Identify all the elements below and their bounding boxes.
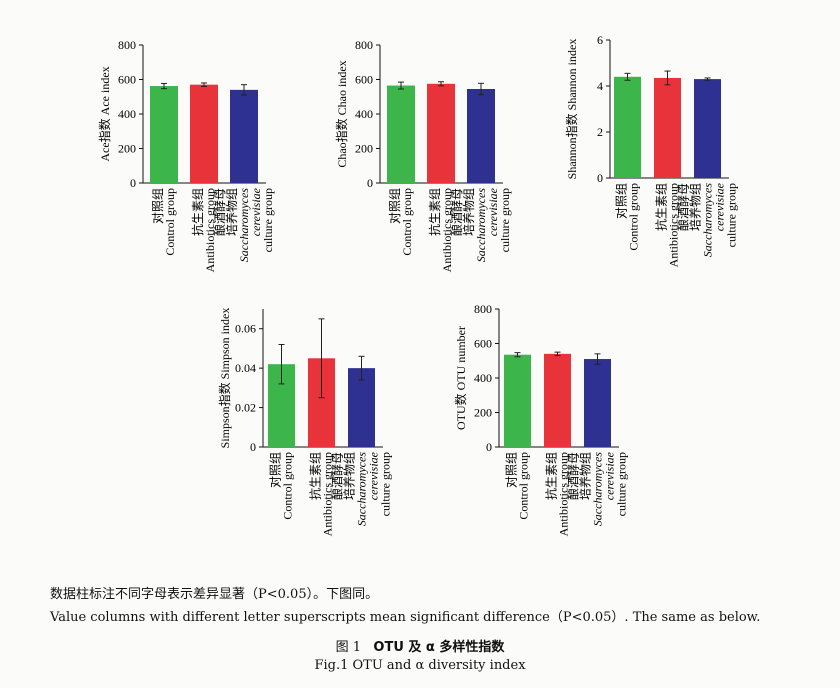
bar [427,83,455,183]
x-tick-label: 抗生素组 [308,452,323,500]
x-tick-label: 培养物组 [461,188,476,236]
y-tick-label: 0.02 [235,401,256,415]
x-tick-label: 酿酒酵母 [566,452,581,500]
chart-2: 0 200 400 600 800 Chao指数 Chao index 对照组Control… [334,38,512,272]
x-tick-label: culture group [379,452,393,516]
x-tick-label: cerevisiae [249,187,263,236]
x-tick-label: Saccharomyces [355,452,369,527]
x-tick-label: Antibiotics group [440,188,454,272]
y-axis-label: Ace指数 Ace index [97,66,112,161]
x-tick-label: Antibiotics group [667,183,681,267]
y-tick-label: 600 [355,73,373,87]
x-tick-label: 酿酒酵母 [212,188,227,236]
y-tick-label: 6 [597,33,603,47]
caption-en: Value columns with different letter supe… [50,610,761,625]
y-tick-label: 200 [474,406,492,420]
x-tick-label: 对照组 [269,452,283,488]
caption-cn: 数据柱标注不同字母表示差异显著（P<0.05）。下图同。 [50,587,379,602]
x-tick-label: Antibiotics group [557,452,571,536]
bar [694,79,721,178]
x-tick-label: Control group [517,452,531,520]
y-tick-label: 0 [486,440,492,454]
figure-title-cn: 图 1 OTU 及 α 多样性指数 [0,636,840,655]
x-tick-label: 对照组 [388,188,402,224]
bar [584,359,611,447]
x-tick-label: 抗生素组 [654,183,669,231]
x-tick-label: 培养物组 [688,183,703,231]
x-tick-label: Saccharomyces [591,452,605,527]
y-tick-label: 400 [118,107,136,121]
x-tick-label: 培养物组 [342,452,357,500]
y-tick-label: 0.06 [235,322,256,336]
bar [190,84,218,183]
figure-title-en: Fig.1 OTU and α diversity index [314,658,526,673]
y-tick-label: 2 [597,125,603,139]
y-axis-label: Simpson指数 Simpson index [217,308,232,449]
y-tick-label: 800 [355,38,373,52]
figure-title-cn-text: OTU 及 α 多样性指数 [373,640,505,655]
y-tick-label: 600 [474,337,492,351]
y-tick-label: 0 [597,171,603,185]
bar [387,85,415,183]
y-tick-label: 800 [474,302,492,316]
x-tick-label: Saccharomyces [237,188,251,263]
y-tick-label: 400 [355,107,373,121]
x-tick-label: 抗生素组 [544,452,559,500]
x-tick-label: 对照组 [151,188,165,224]
x-tick-label: Saccharomyces [701,183,715,258]
x-tick-label: 对照组 [615,183,629,219]
y-tick-label: 200 [118,142,136,156]
y-tick-label: 4 [597,79,603,93]
x-tick-label: 对照组 [505,452,519,488]
bar [654,77,681,178]
x-tick-label: 培养物组 [224,188,239,236]
y-tick-label: 0 [130,176,136,190]
x-tick-label: 酿酒酵母 [330,452,345,500]
y-tick-label: 0 [250,440,256,454]
x-tick-label: 酿酒酵母 [449,188,464,236]
y-tick-label: 0.04 [235,361,256,375]
x-tick-label: Control group [400,188,414,256]
x-tick-label: 培养物组 [578,452,593,500]
x-tick-label: Saccharomyces [474,188,488,263]
bar [230,89,258,183]
x-tick-label: Control group [281,452,295,520]
bar [150,86,178,183]
y-axis-label: OTU数 OTU number [453,326,468,430]
x-tick-label: culture group [615,452,629,516]
bar [348,368,375,447]
y-tick-label: 600 [118,73,136,87]
y-axis-label: Chao指数 Chao index [334,60,349,167]
y-tick-label: 200 [355,142,373,156]
bar [467,88,495,183]
bar [504,354,531,447]
y-axis-label: Shannon指数 Shannon index [564,39,579,180]
x-tick-label: cerevisiae [367,451,381,500]
x-tick-label: Control group [627,183,641,251]
y-tick-label: 400 [474,371,492,385]
x-tick-label: cerevisiae [486,187,500,236]
x-tick-label: Control group [163,188,177,256]
x-tick-label: cerevisiae [603,451,617,500]
x-tick-label: culture group [261,188,275,252]
y-tick-label: 800 [118,38,136,52]
x-tick-label: 抗生素组 [427,188,442,236]
y-tick-label: 0 [367,176,373,190]
x-tick-label: culture group [498,188,512,252]
x-tick-label: culture group [725,183,739,247]
x-tick-label: cerevisiae [713,182,727,231]
x-tick-label: 抗生素组 [190,188,205,236]
x-tick-label: Antibiotics group [203,188,217,272]
x-tick-label: 酿酒酵母 [676,183,691,231]
figure-label-cn: 图 1 [335,640,361,655]
bar [614,76,641,178]
bar [544,353,571,447]
x-tick-label: Antibiotics group [321,452,335,536]
